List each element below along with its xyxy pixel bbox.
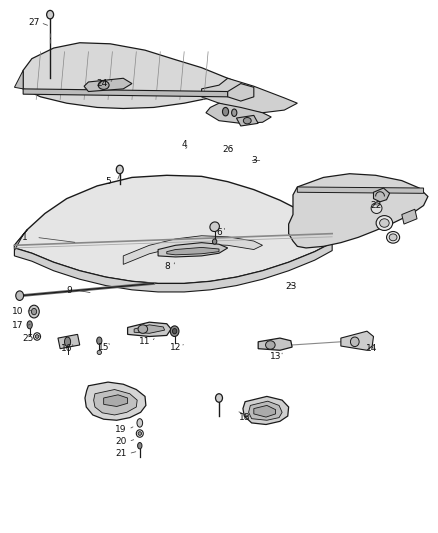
Polygon shape: [254, 406, 276, 417]
Polygon shape: [374, 188, 390, 202]
Text: 21: 21: [115, 449, 127, 458]
Ellipse shape: [138, 432, 141, 435]
Polygon shape: [94, 390, 137, 415]
Text: 22: 22: [370, 201, 381, 210]
Text: 3: 3: [251, 156, 257, 165]
Polygon shape: [297, 187, 424, 193]
Text: 9: 9: [66, 286, 72, 295]
Text: 15: 15: [98, 343, 110, 352]
Polygon shape: [228, 84, 254, 101]
Ellipse shape: [32, 309, 37, 315]
Polygon shape: [206, 103, 271, 123]
Text: 5: 5: [105, 177, 111, 186]
Polygon shape: [23, 89, 228, 97]
Polygon shape: [85, 382, 146, 420]
Text: 4: 4: [181, 140, 187, 149]
Polygon shape: [14, 229, 28, 256]
Polygon shape: [237, 115, 258, 126]
Ellipse shape: [265, 341, 275, 349]
Ellipse shape: [27, 321, 32, 329]
Polygon shape: [127, 322, 171, 336]
Text: 25: 25: [23, 334, 34, 343]
Ellipse shape: [350, 337, 359, 346]
Ellipse shape: [47, 11, 53, 19]
Ellipse shape: [116, 165, 123, 174]
Text: 14: 14: [366, 344, 377, 353]
Polygon shape: [167, 247, 219, 255]
Polygon shape: [249, 401, 282, 420]
Ellipse shape: [173, 328, 177, 334]
Text: 12: 12: [170, 343, 181, 352]
Ellipse shape: [137, 419, 143, 427]
Polygon shape: [14, 70, 23, 89]
Ellipse shape: [212, 239, 217, 244]
Ellipse shape: [170, 326, 179, 336]
Text: 27: 27: [28, 18, 40, 27]
Ellipse shape: [98, 81, 109, 90]
Ellipse shape: [389, 234, 397, 241]
Text: 16: 16: [61, 344, 72, 353]
Polygon shape: [14, 243, 332, 292]
Ellipse shape: [223, 108, 229, 116]
Polygon shape: [258, 338, 292, 350]
Polygon shape: [123, 236, 262, 264]
Polygon shape: [243, 397, 289, 424]
Polygon shape: [23, 43, 241, 109]
Text: 11: 11: [139, 337, 151, 346]
Ellipse shape: [387, 231, 399, 243]
Ellipse shape: [29, 305, 39, 318]
Ellipse shape: [244, 117, 251, 124]
Text: 17: 17: [12, 321, 24, 330]
Ellipse shape: [64, 337, 71, 346]
Polygon shape: [134, 325, 165, 333]
Ellipse shape: [232, 109, 237, 116]
Polygon shape: [84, 78, 132, 92]
Ellipse shape: [35, 335, 39, 338]
Polygon shape: [201, 78, 297, 113]
Text: 8: 8: [164, 262, 170, 271]
Ellipse shape: [215, 394, 223, 402]
Ellipse shape: [16, 291, 24, 301]
Polygon shape: [402, 209, 417, 224]
Polygon shape: [14, 175, 332, 284]
Text: 19: 19: [115, 425, 127, 434]
Polygon shape: [58, 334, 80, 349]
Text: 6: 6: [216, 228, 222, 237]
Ellipse shape: [210, 222, 219, 231]
Ellipse shape: [371, 203, 382, 214]
Text: 1: 1: [22, 233, 28, 242]
Text: 24: 24: [96, 79, 107, 88]
Text: 26: 26: [222, 146, 233, 155]
Text: 13: 13: [270, 352, 281, 361]
Ellipse shape: [97, 337, 102, 344]
Polygon shape: [158, 243, 228, 257]
Ellipse shape: [138, 442, 142, 449]
Ellipse shape: [380, 219, 389, 227]
Ellipse shape: [97, 350, 102, 354]
Ellipse shape: [376, 216, 392, 230]
Ellipse shape: [138, 325, 148, 333]
Text: 18: 18: [239, 413, 251, 422]
Polygon shape: [341, 331, 374, 350]
Text: 20: 20: [115, 437, 127, 446]
Text: 10: 10: [12, 307, 24, 316]
Polygon shape: [289, 174, 428, 248]
Text: 23: 23: [285, 282, 297, 291]
Polygon shape: [104, 395, 127, 407]
